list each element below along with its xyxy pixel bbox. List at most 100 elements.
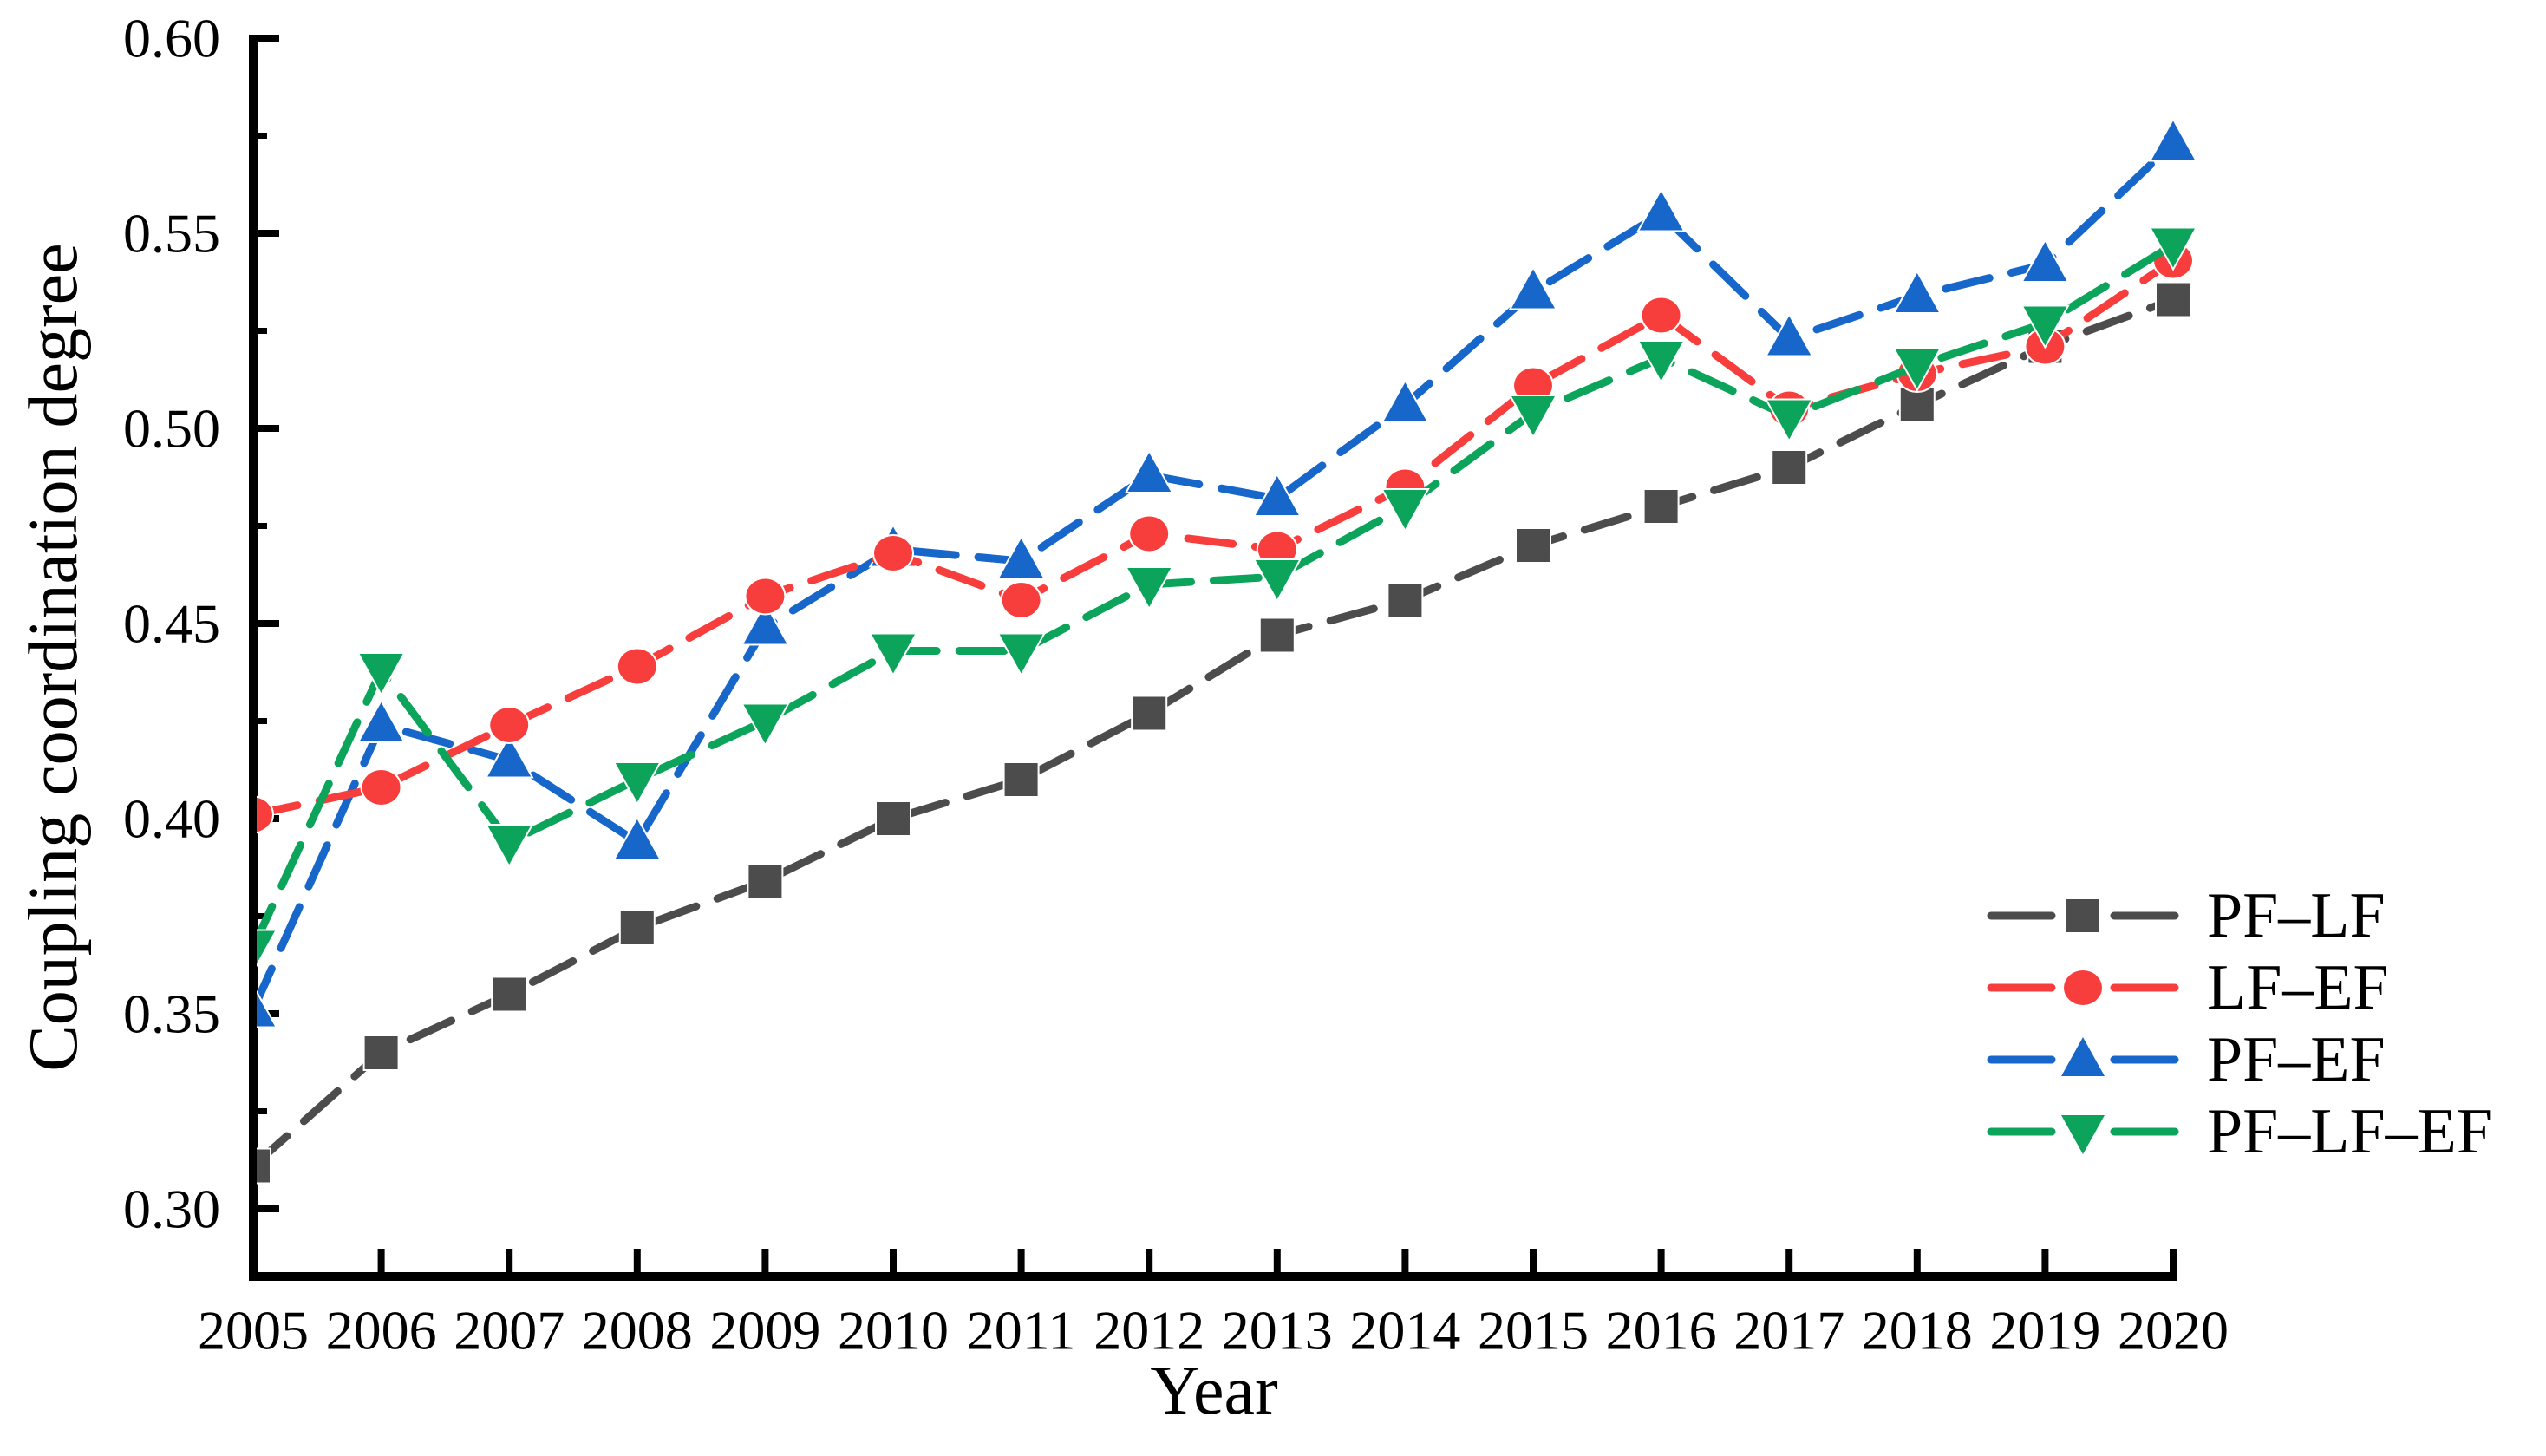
marker-square: [1515, 527, 1551, 564]
y-tick-label: 0.30: [123, 1179, 220, 1240]
marker-triangle-up: [741, 601, 790, 646]
y-tick-label: 0.40: [123, 788, 220, 850]
x-tick-label: 2005: [198, 1300, 309, 1361]
x-tick-label: 2014: [1349, 1300, 1460, 1361]
series-circle: [257, 241, 2194, 834]
y-axis-title: Coupling coordination degree: [16, 243, 92, 1071]
y-tick-label: 0.45: [123, 593, 220, 655]
x-tick-label: 2017: [1733, 1300, 1844, 1361]
marker-triangle-down: [1764, 398, 1814, 443]
x-tick-label: 2019: [1989, 1300, 2100, 1361]
marker-triangle-up: [1381, 378, 1430, 423]
x-tick-label: 2010: [838, 1300, 949, 1361]
marker-circle: [1000, 581, 1042, 619]
marker-square: [2065, 898, 2101, 934]
marker-triangle-up: [2020, 238, 2070, 283]
x-tick-label: 2008: [582, 1300, 693, 1361]
legend-swatch-triangle-down: [1987, 1113, 2179, 1159]
marker-triangle-down: [356, 652, 406, 697]
marker-triangle-down: [257, 929, 278, 968]
legend-swatches: [1987, 898, 2179, 1159]
marker-triangle-up: [1764, 312, 1814, 357]
marker-circle: [1640, 296, 1682, 335]
marker-triangle-down: [741, 702, 790, 748]
x-tick-label: 2006: [326, 1300, 437, 1361]
marker-square: [618, 910, 656, 946]
series-line: [257, 296, 2177, 1168]
series-triangle-down: [257, 226, 2198, 968]
marker-triangle-down: [2020, 304, 2070, 349]
y-tick-label: 0.55: [123, 203, 220, 264]
marker-triangle-up: [1892, 269, 1942, 314]
legend-swatch-triangle-up: [1987, 1033, 2179, 1078]
x-tick-label: 2015: [1478, 1300, 1589, 1361]
marker-triangle-down: [1381, 488, 1430, 533]
marker-square: [1131, 695, 1168, 732]
marker-triangle-down: [2148, 226, 2198, 271]
series-line: [257, 140, 2177, 1012]
y-tick-label: 0.50: [123, 398, 220, 460]
marker-triangle-up: [1636, 187, 1686, 232]
marker-square: [1258, 617, 1296, 654]
legend-label-lf-ef: LF–EF: [2207, 952, 2389, 1023]
marker-circle: [616, 647, 658, 686]
x-tick-label: 2009: [709, 1300, 820, 1361]
marker-triangle-down: [1636, 340, 1686, 385]
axis-ticks: [253, 35, 2177, 1275]
marker-triangle-up: [1124, 448, 1174, 493]
x-tick-label: 2011: [967, 1300, 1076, 1361]
marker-triangle-up: [2058, 1033, 2108, 1078]
marker-circle: [744, 577, 787, 616]
axis-tick-labels: 0.30 0.35 0.40 0.45 0.50 0.55 0.60 2005 2006 2007…: [123, 8, 2229, 1361]
marker-circle: [257, 795, 274, 834]
marker-triangle-up: [1508, 265, 1558, 310]
marker-square: [1002, 761, 1040, 798]
marker-triangle-down: [612, 761, 663, 806]
marker-triangle-down: [484, 824, 534, 869]
marker-square: [491, 976, 528, 1013]
marker-triangle-up: [356, 698, 406, 743]
marker-square: [875, 800, 911, 837]
marker-circle: [360, 768, 402, 806]
series-line: [257, 241, 2177, 950]
legend: PF–LF LF–EF PF–EF PF–LF–EF: [1987, 880, 2492, 1167]
marker-triangle-down: [996, 632, 1046, 677]
marker-triangle-up: [257, 989, 278, 1028]
x-tick-label: 2020: [2118, 1300, 2229, 1361]
marker-square: [1387, 582, 1424, 618]
x-tick-label: 2018: [1862, 1300, 1973, 1361]
marker-square: [257, 1147, 271, 1185]
y-tick-label: 0.60: [123, 8, 220, 69]
x-axis-title: Year: [1150, 1353, 1277, 1429]
legend-label-pf-ef: PF–EF: [2207, 1024, 2386, 1095]
marker-circle: [488, 706, 531, 744]
x-tick-label: 2016: [1606, 1300, 1717, 1361]
marker-triangle-up: [612, 815, 663, 860]
marker-square: [747, 863, 784, 899]
marker-triangle-down: [2058, 1113, 2108, 1159]
marker-triangle-down: [1124, 566, 1174, 611]
marker-square: [1898, 387, 1936, 423]
x-tick-label: 2007: [454, 1300, 565, 1361]
marker-triangle-up: [996, 534, 1046, 579]
marker-triangle-down: [1508, 395, 1558, 440]
series-line: [257, 257, 2177, 819]
marker-circle: [2062, 969, 2104, 1007]
marker-triangle-down: [1892, 348, 1942, 393]
marker-square: [1642, 488, 1680, 525]
legend-label-pf-lf-ef: PF–LF–EF: [2207, 1096, 2492, 1167]
marker-square: [1771, 449, 1808, 486]
legend-label-pf-lf: PF–LF: [2207, 880, 2386, 951]
marker-triangle-up: [2148, 117, 2198, 162]
marker-triangle-down: [868, 632, 918, 677]
x-tick-label: 2013: [1222, 1300, 1333, 1361]
marker-triangle-down: [1252, 558, 1302, 604]
legend-swatch-square: [1987, 898, 2179, 934]
y-tick-label: 0.35: [123, 983, 220, 1045]
marker-circle: [1128, 514, 1171, 553]
marker-square: [362, 1035, 400, 1071]
marker-triangle-up: [484, 734, 534, 779]
x-tick-label: 2012: [1093, 1300, 1204, 1361]
